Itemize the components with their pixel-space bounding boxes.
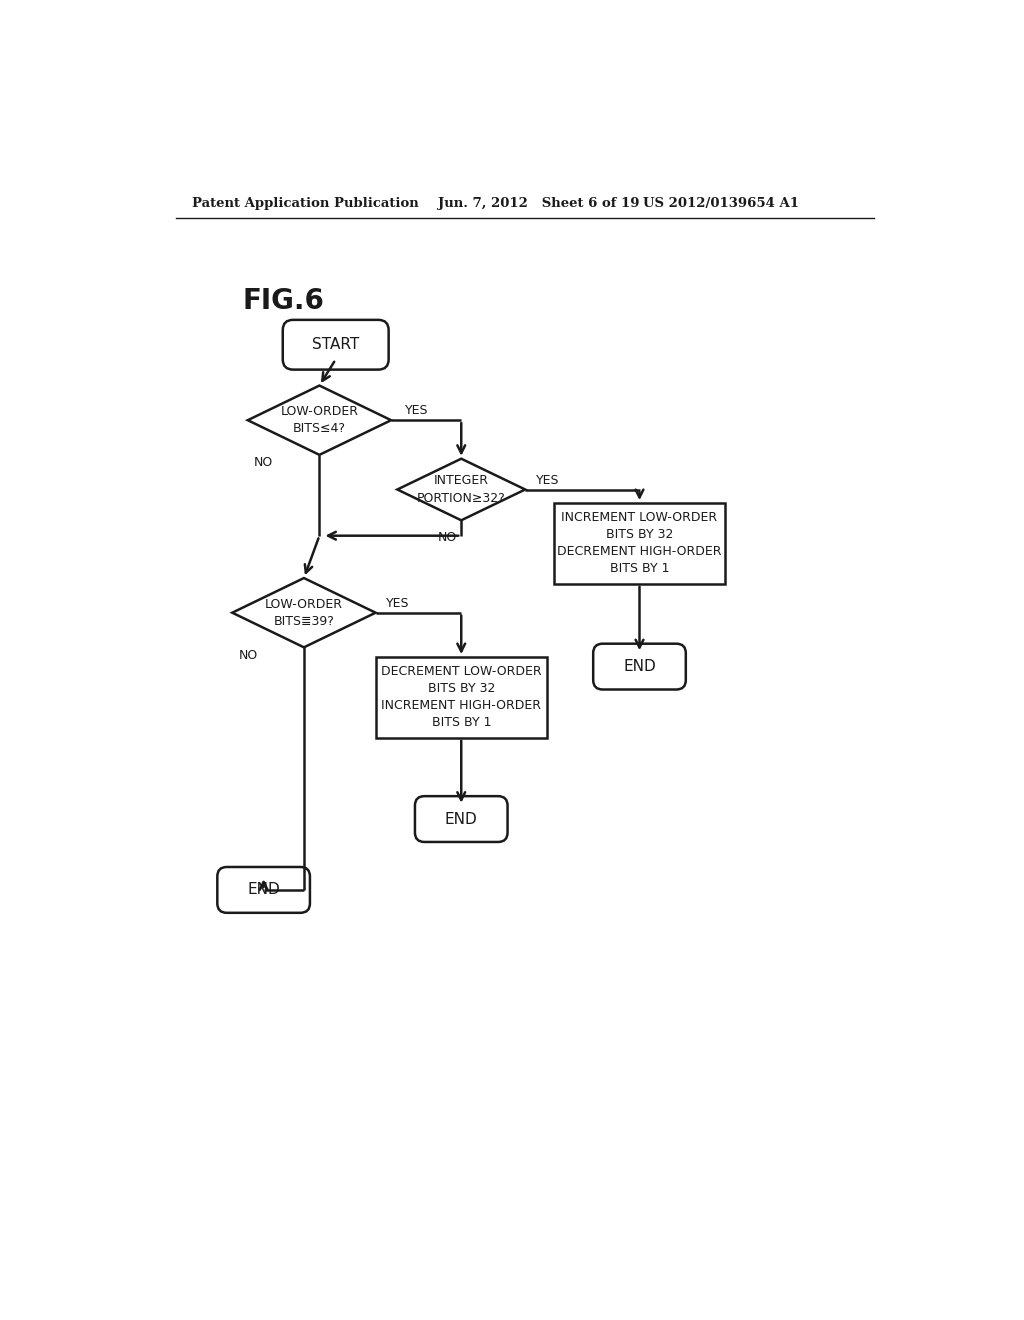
Text: INTEGER
PORTION≥32?: INTEGER PORTION≥32?	[417, 474, 506, 504]
Text: NO: NO	[438, 531, 458, 544]
Text: LOW-ORDER
BITS≣39?: LOW-ORDER BITS≣39?	[265, 598, 343, 628]
Polygon shape	[232, 578, 376, 647]
FancyBboxPatch shape	[593, 644, 686, 689]
Text: LOW-ORDER
BITS≤4?: LOW-ORDER BITS≤4?	[281, 405, 358, 436]
Text: YES: YES	[406, 404, 429, 417]
Text: START: START	[312, 337, 359, 352]
Text: YES: YES	[536, 474, 559, 487]
Bar	[376, 657, 547, 738]
Text: INCREMENT LOW-ORDER
BITS BY 32
DECREMENT HIGH-ORDER
BITS BY 1: INCREMENT LOW-ORDER BITS BY 32 DECREMENT…	[557, 511, 722, 576]
Text: YES: YES	[386, 597, 410, 610]
FancyBboxPatch shape	[415, 796, 508, 842]
FancyBboxPatch shape	[283, 319, 389, 370]
Polygon shape	[397, 459, 525, 520]
Polygon shape	[248, 385, 391, 455]
Text: DECREMENT LOW-ORDER
BITS BY 32
INCREMENT HIGH-ORDER
BITS BY 1: DECREMENT LOW-ORDER BITS BY 32 INCREMENT…	[381, 665, 542, 730]
Bar	[554, 503, 725, 583]
Text: FIG.6: FIG.6	[243, 286, 325, 315]
Text: END: END	[624, 659, 656, 675]
Text: END: END	[444, 812, 477, 826]
Text: Patent Application Publication: Patent Application Publication	[191, 197, 418, 210]
Text: Jun. 7, 2012   Sheet 6 of 19: Jun. 7, 2012 Sheet 6 of 19	[438, 197, 640, 210]
Text: END: END	[247, 882, 280, 898]
Text: NO: NO	[239, 649, 258, 661]
Text: NO: NO	[254, 457, 273, 470]
Text: US 2012/0139654 A1: US 2012/0139654 A1	[643, 197, 800, 210]
FancyBboxPatch shape	[217, 867, 310, 913]
